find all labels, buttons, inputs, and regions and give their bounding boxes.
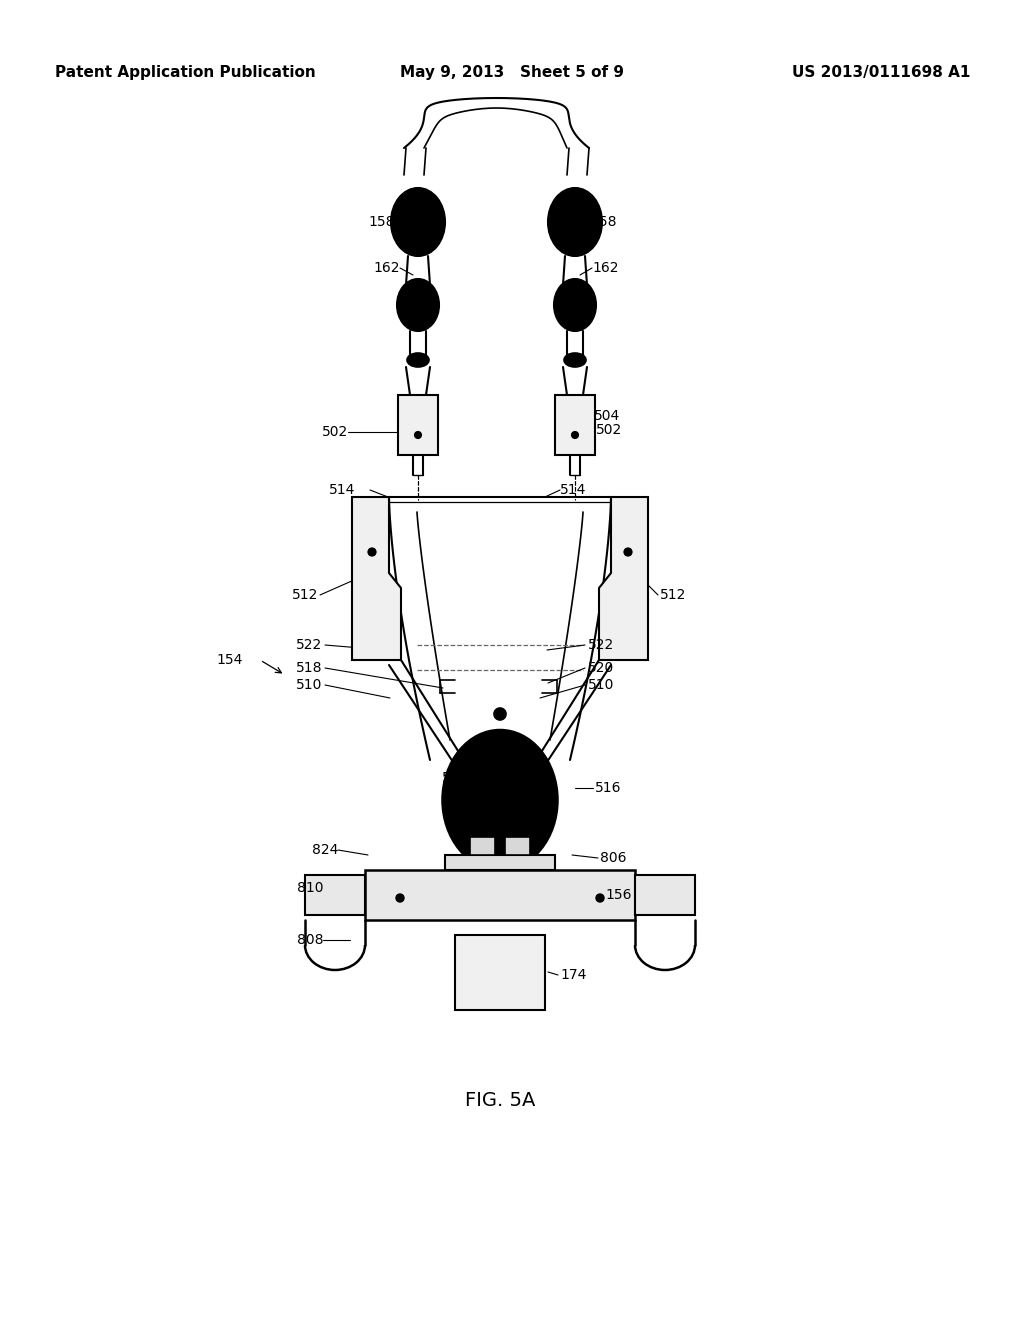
Polygon shape [599, 498, 648, 660]
Text: 506: 506 [441, 803, 468, 817]
Polygon shape [352, 498, 401, 660]
Ellipse shape [548, 187, 602, 256]
Text: 824: 824 [311, 843, 338, 857]
Ellipse shape [498, 711, 503, 717]
Text: 516: 516 [595, 781, 622, 795]
Text: 810: 810 [297, 880, 323, 895]
Text: 514: 514 [329, 483, 355, 498]
Ellipse shape [571, 432, 579, 438]
Text: Patent Application Publication: Patent Application Publication [55, 65, 315, 79]
Text: 504: 504 [594, 409, 621, 422]
Polygon shape [555, 395, 595, 455]
Text: US 2013/0111698 A1: US 2013/0111698 A1 [792, 65, 970, 79]
Text: 156: 156 [605, 888, 632, 902]
Text: 158: 158 [590, 215, 616, 228]
Ellipse shape [624, 548, 632, 556]
Text: 162: 162 [374, 261, 400, 275]
Text: 522: 522 [588, 638, 614, 652]
Ellipse shape [494, 708, 506, 719]
Text: 512: 512 [660, 587, 686, 602]
Ellipse shape [400, 195, 436, 246]
Ellipse shape [407, 352, 429, 367]
Polygon shape [305, 875, 365, 915]
Text: 510: 510 [296, 678, 322, 692]
Text: 502: 502 [596, 422, 623, 437]
Ellipse shape [596, 894, 604, 902]
Polygon shape [470, 837, 495, 855]
Polygon shape [365, 870, 635, 920]
Polygon shape [505, 837, 530, 855]
Ellipse shape [562, 285, 588, 321]
Polygon shape [635, 875, 695, 915]
Text: 522: 522 [296, 638, 322, 652]
Text: 520: 520 [588, 661, 614, 675]
Ellipse shape [557, 195, 593, 246]
Ellipse shape [564, 352, 586, 367]
Ellipse shape [396, 894, 404, 902]
Text: 502: 502 [322, 425, 348, 440]
Text: 518: 518 [296, 661, 322, 675]
Text: FIG. 5A: FIG. 5A [465, 1090, 536, 1110]
Text: May 9, 2013   Sheet 5 of 9: May 9, 2013 Sheet 5 of 9 [400, 65, 624, 79]
Polygon shape [455, 935, 545, 1010]
Ellipse shape [397, 279, 439, 331]
Text: 508: 508 [441, 771, 468, 785]
Ellipse shape [453, 742, 548, 858]
Ellipse shape [442, 730, 557, 870]
Text: 162: 162 [592, 261, 618, 275]
Text: 158: 158 [369, 215, 395, 228]
Ellipse shape [406, 285, 431, 321]
Text: 514: 514 [560, 483, 587, 498]
Text: 808: 808 [297, 933, 323, 946]
Text: 512: 512 [292, 587, 318, 602]
Ellipse shape [368, 548, 376, 556]
Ellipse shape [554, 279, 596, 331]
Text: 806: 806 [600, 851, 627, 865]
Ellipse shape [391, 187, 445, 256]
Polygon shape [398, 395, 438, 455]
Text: 174: 174 [560, 968, 587, 982]
Text: 510: 510 [588, 678, 614, 692]
Text: 154: 154 [217, 653, 243, 667]
Polygon shape [445, 855, 555, 870]
Ellipse shape [415, 432, 422, 438]
